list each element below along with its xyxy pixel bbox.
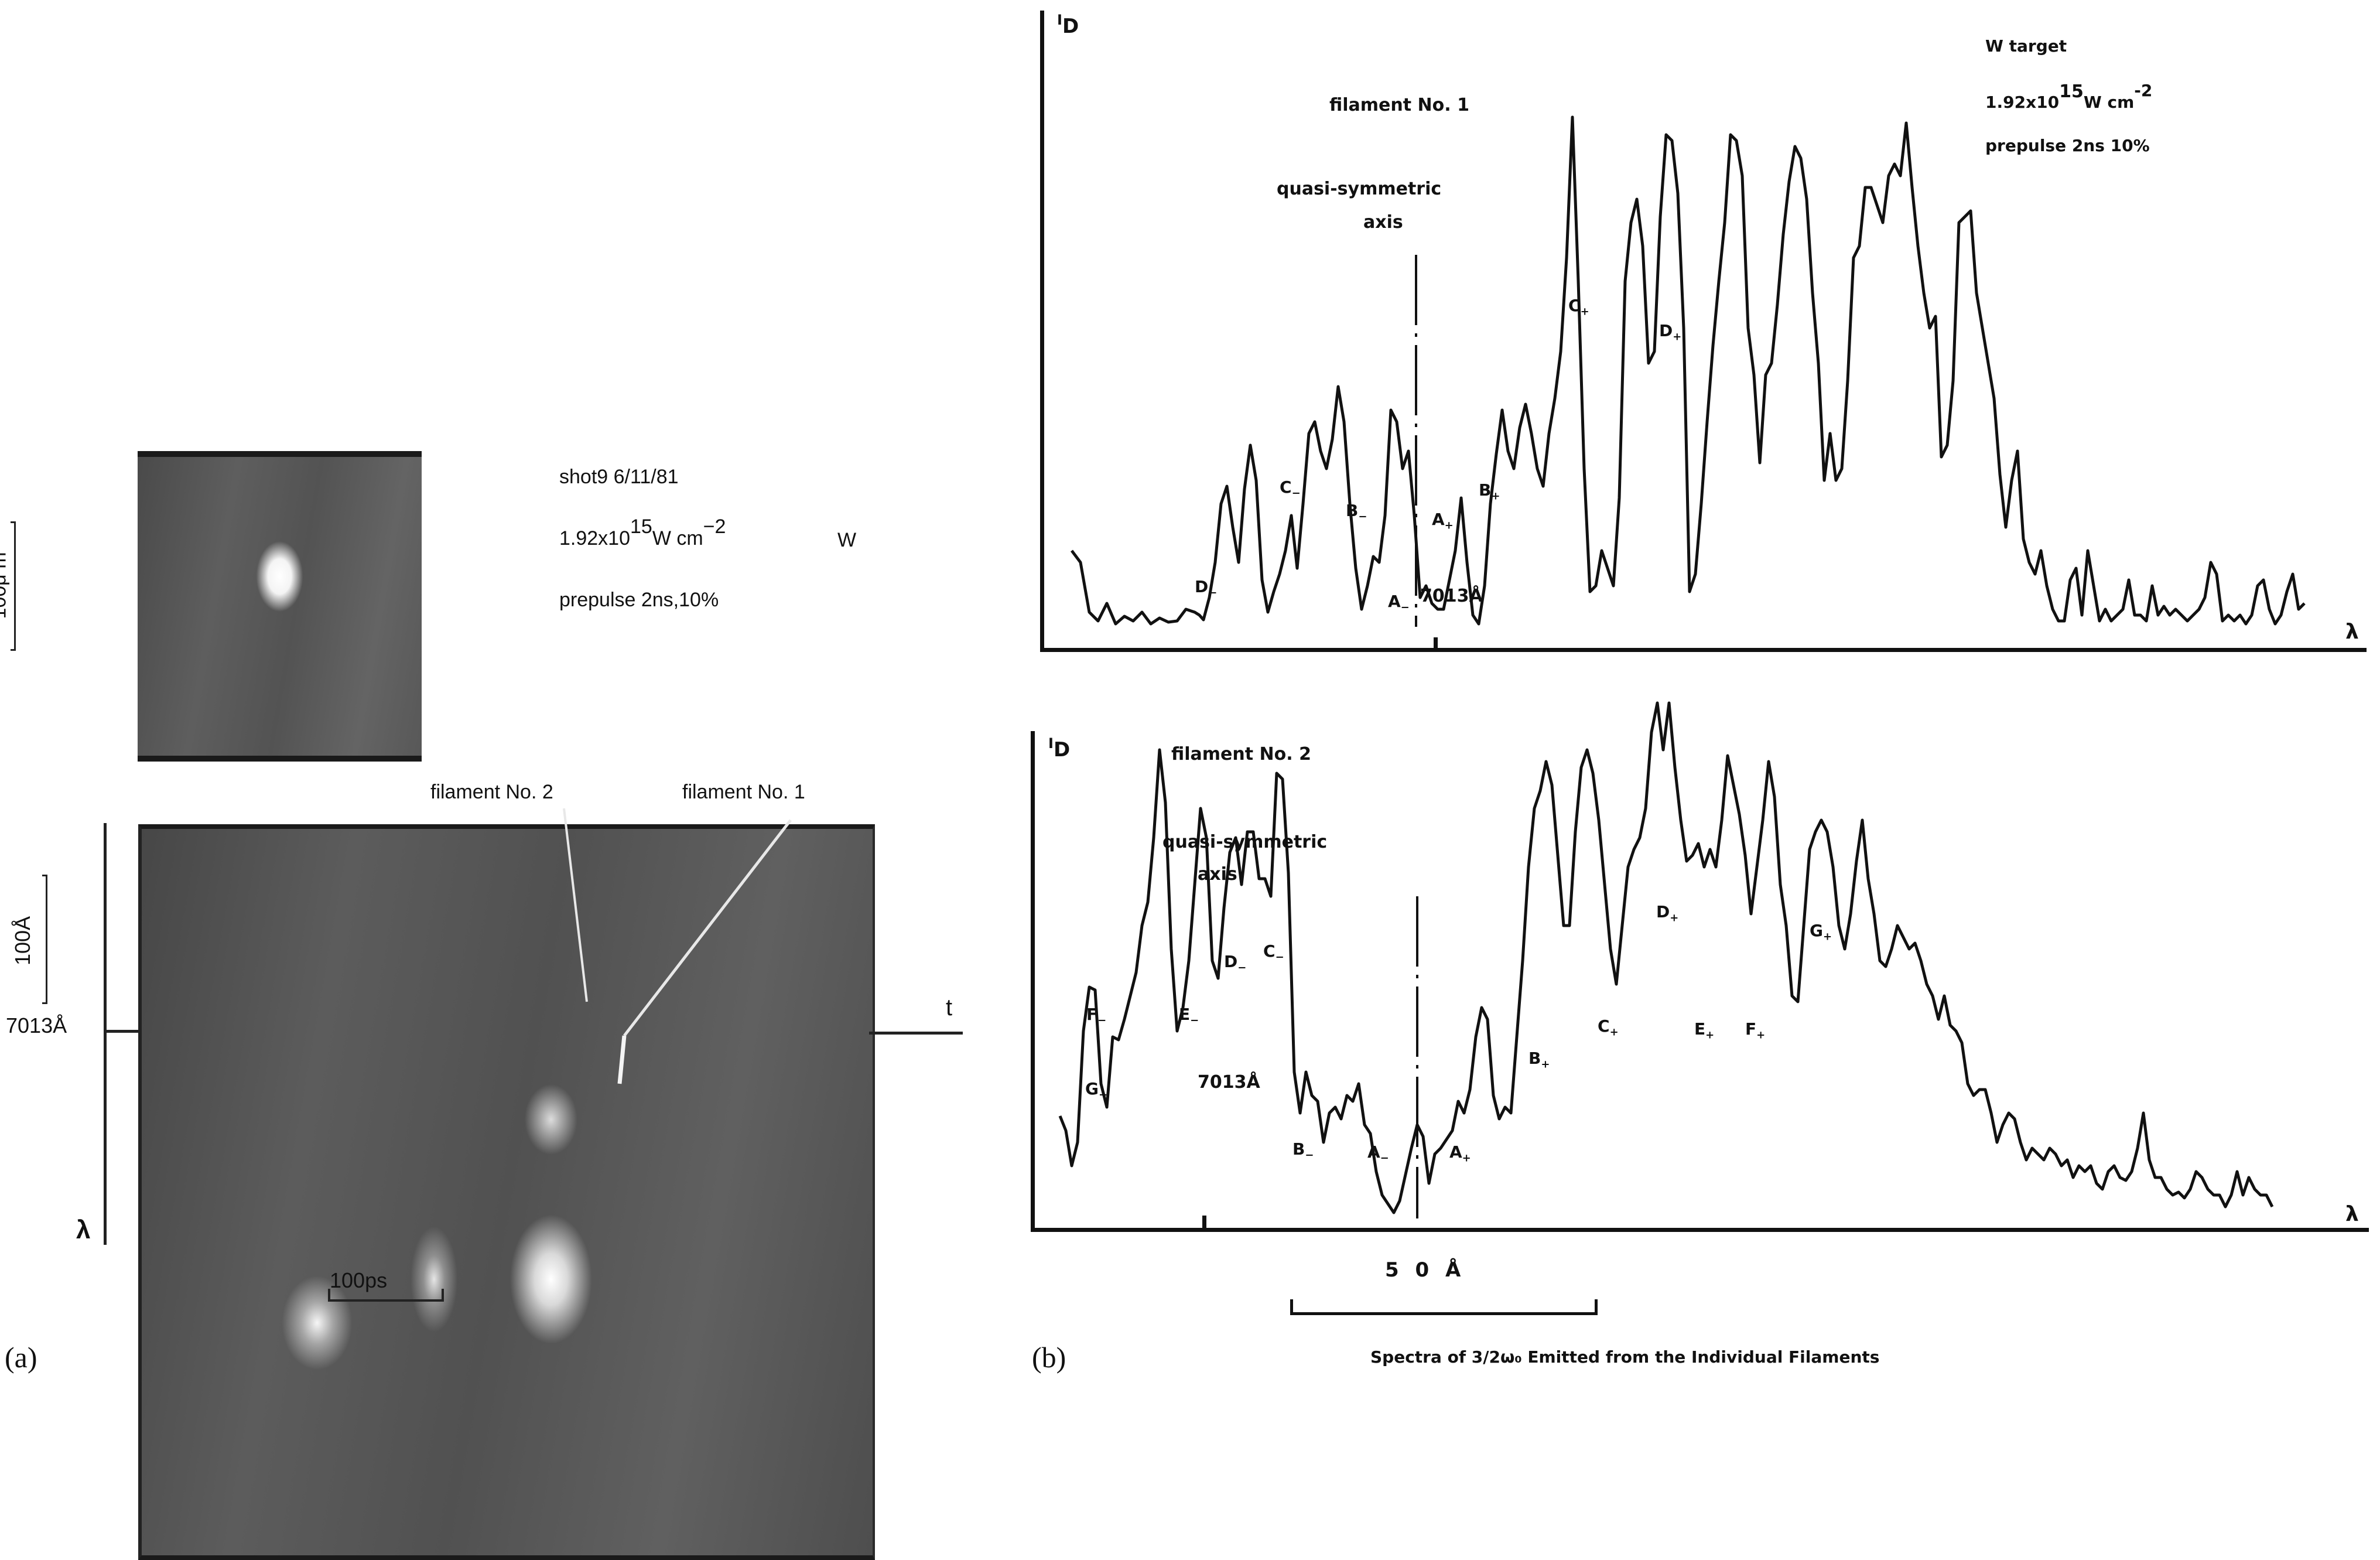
chart1-x-axis	[1040, 648, 2367, 652]
chart2-label-D-minus: D−	[1224, 952, 1247, 974]
chart2-label-F-plus: F+	[1745, 1019, 1766, 1042]
chart1-target: W target	[1985, 36, 2067, 56]
target-material: W	[837, 529, 857, 551]
chart2-spectrum-line	[1058, 701, 2274, 1214]
chart1-intensity-unit: W cm	[2083, 93, 2135, 112]
spectral-scale-label: 5 0 Å	[1385, 1258, 1466, 1282]
chart2-label-B-plus: B+	[1528, 1049, 1550, 1071]
shot-info: shot9 6/11/81	[559, 466, 679, 488]
time-scale-bar	[328, 1289, 444, 1302]
panel-a-label: (a)	[5, 1341, 37, 1374]
chart1-intensity: 1.92x1015W cm-2	[1985, 81, 2152, 112]
chart2-x-label: λ	[2345, 1202, 2359, 1226]
chart2-label-B-minus: B−	[1292, 1139, 1314, 1162]
chart1-intensity-exp: 15	[2059, 81, 2084, 102]
chart1-y-axis	[1040, 11, 1044, 652]
chart1-label-A-plus: A+	[1432, 510, 1454, 532]
intensity-unit: W cm	[652, 527, 703, 549]
filament-1-annotation: filament No. 1	[682, 781, 805, 803]
chart1-axis-annotation-2: axis	[1363, 212, 1403, 233]
chart2-x-axis	[1031, 1228, 2369, 1232]
chart2-reference-tick	[1202, 1216, 1206, 1230]
intensity-exp: 15	[630, 516, 652, 538]
chart1-label-C-minus: C−	[1280, 477, 1301, 500]
spatial-scale-bar	[11, 521, 16, 651]
wavelength-scale-bar	[42, 875, 47, 1004]
prepulse-info: prepulse 2ns,10%	[559, 589, 719, 611]
chart1-reference-tick	[1434, 637, 1438, 650]
chart2-y-label: ID	[1048, 735, 1071, 762]
intensity-mantissa: 1.92x10	[559, 527, 630, 549]
chart1-axis-annotation-1: quasi-symmetric	[1277, 179, 1442, 199]
chart2-axis-annotation-2: axis	[1198, 864, 1237, 885]
time-axis-label: t	[946, 995, 953, 1020]
chart1-intensity-unit-exp: -2	[2134, 81, 2153, 100]
chart1-label-A-minus: A−	[1388, 592, 1410, 614]
spectral-scale-bar	[1290, 1299, 1598, 1315]
chart2-label-G-plus: G+	[1810, 921, 1832, 943]
chart1-y-label: ID	[1057, 12, 1079, 38]
panel-b-label: (b)	[1032, 1341, 1066, 1374]
chart1-prepulse: prepulse 2ns 10%	[1985, 136, 2150, 155]
chart2-label-A-plus: A+	[1449, 1142, 1471, 1165]
target-image	[138, 451, 422, 762]
time-scale-label: 100ps	[330, 1268, 388, 1292]
chart2-label-D-plus: D+	[1656, 902, 1679, 924]
chart2-reference-label: 7013Å	[1198, 1072, 1260, 1093]
intensity-unit-exp: −2	[703, 516, 726, 538]
spectra-plot	[1058, 115, 2306, 1218]
chart1-title: filament No. 1	[1329, 95, 1469, 115]
reference-tick-left	[105, 1030, 141, 1033]
intensity-info: 1.92x1015W cm−2	[559, 516, 726, 550]
chart1-x-label: λ	[2345, 620, 2359, 644]
reference-wavelength-label: 7013Å	[6, 1013, 67, 1037]
filament-2-annotation: filament No. 2	[430, 781, 553, 803]
chart1-label-D-plus: D+	[1659, 321, 1682, 343]
chart1-spectrum-line	[1071, 115, 2306, 626]
time-axis-line	[869, 1032, 963, 1035]
lambda-axis-label: λ	[76, 1216, 91, 1244]
chart2-label-E-plus: E+	[1694, 1019, 1715, 1042]
chart2-label-F-minus: F−	[1086, 1005, 1107, 1027]
chart2-label-C-minus: C−	[1263, 941, 1284, 964]
chart1-label-B-plus: B+	[1479, 480, 1500, 503]
chart2-y-axis	[1031, 731, 1035, 1232]
lambda-axis-line	[104, 823, 107, 1245]
chart2-label-C-plus: C+	[1598, 1016, 1619, 1039]
chart1-label-C-plus: C+	[1568, 296, 1589, 318]
figure-caption: Spectra of 3/2ω₀ Emitted from the Indivi…	[1370, 1347, 1880, 1367]
chart1-intensity-mantissa: 1.92x10	[1985, 93, 2060, 112]
chart2-title: filament No. 2	[1171, 744, 1311, 764]
filament-leader-lines	[563, 808, 792, 1084]
